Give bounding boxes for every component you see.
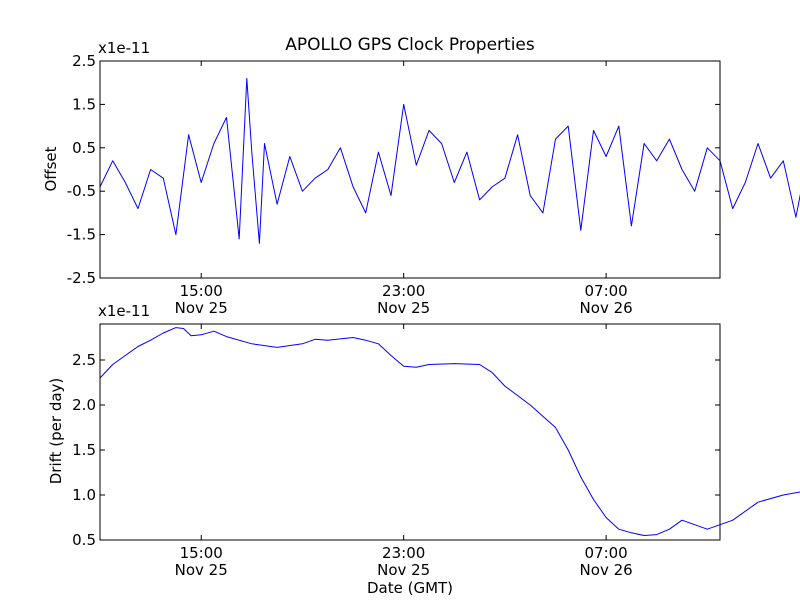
drift-axes-frame <box>99 323 721 541</box>
offset-x-tick-label-date: Nov 25 <box>377 299 430 317</box>
drift-x-tick-label-date: Nov 25 <box>377 561 430 579</box>
offset-y-tick-label: 1.5 <box>72 95 96 113</box>
offset-y-tick-label: -0.5 <box>67 182 96 200</box>
drift-x-tick-label-date: Nov 25 <box>175 561 228 579</box>
x-axis-label: Date (GMT) <box>367 579 453 597</box>
offset-y-axis-label: Offset <box>42 146 60 191</box>
offset-scale-label: x1e-11 <box>98 39 150 57</box>
drift-y-tick-label: 2.5 <box>72 351 96 369</box>
drift-y-tick-label: 1.5 <box>72 441 96 459</box>
drift-y-tick-label: 2.0 <box>72 396 96 414</box>
drift-series-line <box>99 327 800 536</box>
drift-y-axis-label: Drift (per day) <box>47 378 65 485</box>
offset-y-tick-label: 2.5 <box>72 52 96 70</box>
drift-x-tick-label-time: 15:00 <box>180 544 223 562</box>
drift-x-tick-label-date: Nov 26 <box>580 561 633 579</box>
offset-y-tick-label: -1.5 <box>67 226 96 244</box>
offset-axes-frame <box>99 60 721 279</box>
offset-y-tick-label: 0.5 <box>72 139 96 157</box>
offset-y-tick-label: -2.5 <box>67 269 96 287</box>
drift-y-tick-label: 1.0 <box>72 486 96 504</box>
drift-x-tick-label-time: 07:00 <box>585 544 628 562</box>
offset-x-tick-label-date: Nov 26 <box>580 299 633 317</box>
offset-x-tick-label-date: Nov 25 <box>175 299 228 317</box>
drift-x-tick-label-time: 23:00 <box>382 544 425 562</box>
offset-panel: x1e-11 Offset -2.5 -1.5 -0.5 0.5 1.5 2.5 15:00… <box>42 39 800 317</box>
chart-title: APOLLO GPS Clock Properties <box>285 35 535 55</box>
offset-x-tick-label-time: 15:00 <box>180 282 223 300</box>
offset-x-tick-label-time: 07:00 <box>585 282 628 300</box>
offset-series-line <box>99 77 800 244</box>
drift-y-tick-label: 0.5 <box>72 531 96 549</box>
drift-scale-label: x1e-11 <box>98 302 150 320</box>
drift-panel: x1e-11 Drift (per day) 0.5 1.0 1.5 2.0 2.5 15… <box>47 302 800 579</box>
offset-x-tick-label-time: 23:00 <box>382 282 425 300</box>
